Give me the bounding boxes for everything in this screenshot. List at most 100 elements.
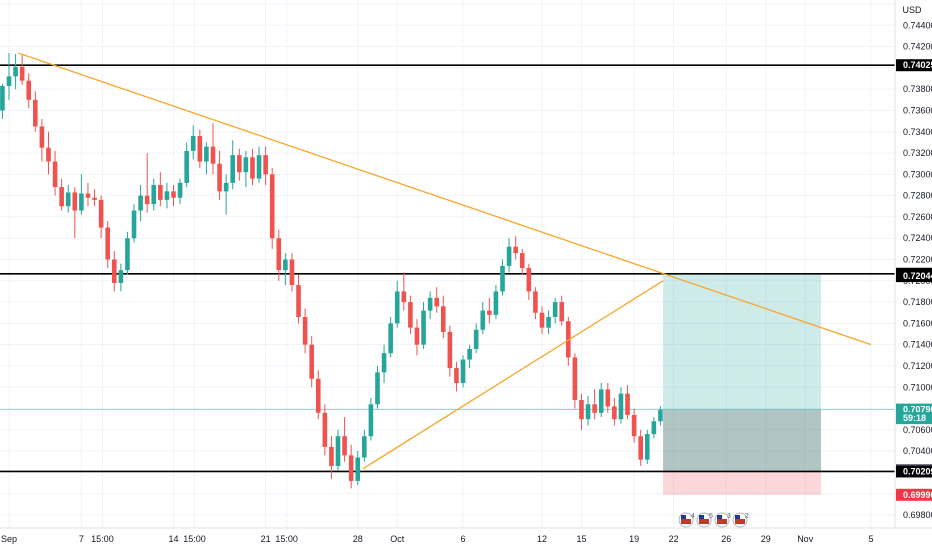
time-axis[interactable]: Sep 7 15:00 14 15:00 21 15:00 28 Oct 6 12 15 19 22 26 2…	[1, 534, 874, 544]
trendline[interactable]	[362, 280, 664, 470]
candle-body	[243, 157, 249, 173]
candle-body	[151, 184, 157, 205]
candle-body	[289, 259, 295, 286]
candle-body	[612, 406, 617, 420]
candle	[33, 91, 38, 132]
position-risk-fill	[663, 409, 821, 472]
price-tag: 0.72044	[896, 270, 932, 283]
candle	[598, 382, 604, 418]
event-count: 2	[745, 513, 749, 520]
candle-body	[592, 404, 597, 413]
flag-stripe	[699, 519, 709, 524]
price-tag-label: 0.69990	[903, 490, 932, 500]
candle	[644, 429, 650, 464]
candle	[309, 336, 314, 388]
candle-body	[276, 238, 282, 271]
candle-body	[79, 193, 84, 211]
candle-body	[651, 421, 657, 435]
candle	[533, 287, 538, 320]
event-markers[interactable]: 4 5 3 2	[678, 512, 749, 528]
candle-body	[440, 306, 446, 332]
candle-body	[237, 155, 242, 173]
candle-body	[177, 182, 183, 198]
time-tick-label: Nov	[797, 534, 814, 544]
candle	[138, 184, 143, 222]
event-flag-icon[interactable]: 2	[732, 512, 749, 528]
time-tick-label: 7	[79, 534, 84, 544]
candle	[256, 146, 262, 183]
candle	[612, 397, 617, 426]
candle-body	[618, 393, 624, 420]
time-tick-label: 15:00	[183, 534, 206, 544]
candle	[342, 417, 347, 462]
candle-body	[381, 353, 387, 373]
candle	[118, 263, 124, 292]
price-tag-bg	[896, 59, 932, 72]
take-profit-zone[interactable]	[663, 273, 821, 410]
candle	[618, 387, 624, 424]
candle	[315, 370, 321, 420]
candle	[92, 189, 97, 207]
candle	[388, 316, 393, 358]
candle-body	[625, 393, 630, 415]
candle	[26, 73, 32, 109]
candle-body	[158, 184, 163, 200]
candle-body	[223, 182, 229, 192]
event-flag-icon[interactable]: 4	[678, 512, 695, 528]
candle	[223, 174, 229, 215]
candle	[421, 302, 426, 349]
event-flag-icon[interactable]: 3	[714, 512, 731, 528]
candle	[546, 310, 551, 335]
candle	[230, 140, 236, 190]
candle	[13, 54, 18, 90]
candle-body	[552, 302, 558, 317]
candle-body	[401, 291, 407, 303]
price-tag: 0.74025	[896, 59, 932, 72]
candle-body	[125, 238, 130, 271]
time-tick-label: 12	[537, 534, 547, 544]
candle-body	[144, 195, 150, 205]
candle	[177, 178, 183, 205]
candle-body	[105, 227, 111, 260]
candle	[658, 406, 663, 426]
candle	[638, 429, 643, 467]
candle-body	[33, 99, 38, 127]
candle-body	[13, 66, 18, 77]
candle	[408, 295, 413, 335]
candle	[480, 302, 486, 335]
horizontal-levels[interactable]	[0, 64, 895, 473]
stop-loss-zone[interactable]	[663, 409, 821, 495]
candle-body	[480, 310, 486, 330]
candle-body	[658, 409, 663, 422]
candle-body	[210, 146, 216, 164]
candle	[335, 429, 341, 471]
candle	[401, 272, 407, 311]
flag-stripe	[681, 519, 691, 524]
candle-body	[526, 268, 532, 292]
candle-body	[493, 291, 499, 315]
candle-body	[164, 191, 170, 200]
candle-body	[454, 368, 459, 383]
candles	[0, 52, 663, 489]
candle-body	[460, 359, 466, 383]
event-flag-icon[interactable]: 5	[696, 512, 713, 528]
candle	[625, 385, 630, 420]
candle-body	[394, 291, 400, 324]
candle	[283, 253, 288, 286]
candle	[552, 297, 558, 324]
candle	[85, 182, 91, 207]
candle	[460, 355, 466, 388]
candle	[105, 221, 111, 269]
time-tick-label: 21	[261, 534, 271, 544]
time-tick-label: 15:00	[91, 534, 114, 544]
trendline[interactable]	[18, 52, 872, 346]
candle	[250, 148, 255, 185]
flag-canton	[681, 515, 686, 519]
time-tick-label: 15	[576, 534, 586, 544]
trendlines[interactable]	[18, 52, 872, 470]
